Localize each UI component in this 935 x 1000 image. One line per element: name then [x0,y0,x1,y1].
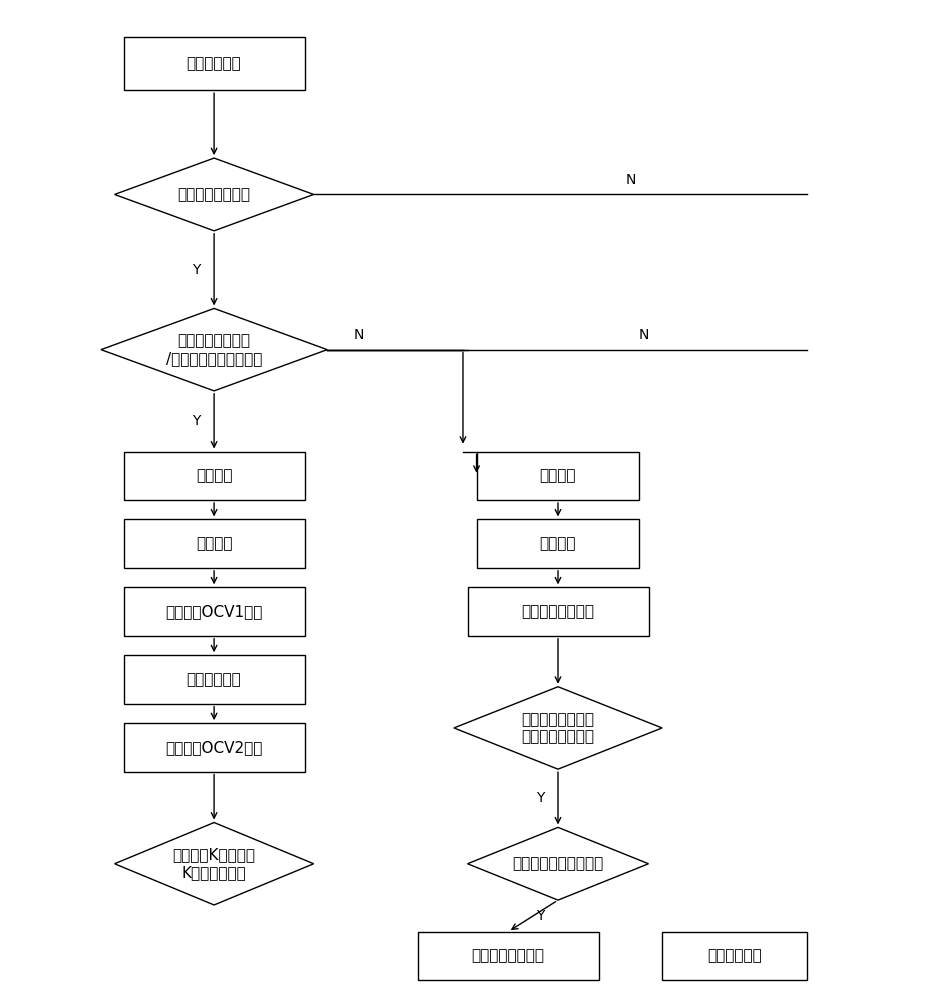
Text: 模块并放: 模块并放 [539,536,576,551]
Polygon shape [115,823,313,905]
Text: 单串电池OCV1测试: 单串电池OCV1测试 [165,604,263,619]
Text: 入库，待梯级利用: 入库，待梯级利用 [472,948,545,963]
Text: Y: Y [193,263,200,277]
Text: 单串电池OCV2测试: 单串电池OCV2测试 [165,740,263,755]
FancyBboxPatch shape [123,519,305,568]
FancyBboxPatch shape [477,452,640,500]
FancyBboxPatch shape [123,587,305,636]
Text: 单串电池开路电压
/交流内阻测试，合格？: 单串电池开路电压 /交流内阻测试，合格？ [165,333,263,366]
Text: Y: Y [536,909,544,923]
Text: Y: Y [536,791,544,805]
FancyBboxPatch shape [477,519,640,568]
Text: Y: Y [193,414,200,428]
Text: 接收电池模块: 接收电池模块 [187,56,241,71]
FancyBboxPatch shape [468,587,649,636]
Text: N: N [626,173,636,187]
FancyBboxPatch shape [123,37,305,90]
Polygon shape [468,827,649,900]
Text: 模块串放: 模块串放 [539,468,576,483]
Text: 模块分级，是否合格？: 模块分级，是否合格？ [512,856,604,871]
Polygon shape [115,158,313,231]
FancyBboxPatch shape [662,932,807,980]
FancyBboxPatch shape [123,723,305,772]
Text: 入库，待报废: 入库，待报废 [707,948,762,963]
FancyBboxPatch shape [418,932,598,980]
Text: 常温满电搁置: 常温满电搁置 [187,672,241,687]
Text: 外观检查，合格？: 外观检查，合格？ [178,187,251,202]
Text: 单串电池直流内阻
测试，是否合格？: 单串电池直流内阻 测试，是否合格？ [522,712,595,744]
Polygon shape [101,308,327,391]
Polygon shape [453,687,662,769]
Text: 模块串充: 模块串充 [195,468,233,483]
Text: 单串电池K值计算，
K值是否合格？: 单串电池K值计算， K值是否合格？ [173,848,255,880]
Text: N: N [639,328,649,342]
Text: N: N [353,328,364,342]
FancyBboxPatch shape [123,655,305,704]
Text: 模块荷电状态调整: 模块荷电状态调整 [522,604,595,619]
Text: 模块并充: 模块并充 [195,536,233,551]
FancyBboxPatch shape [123,452,305,500]
